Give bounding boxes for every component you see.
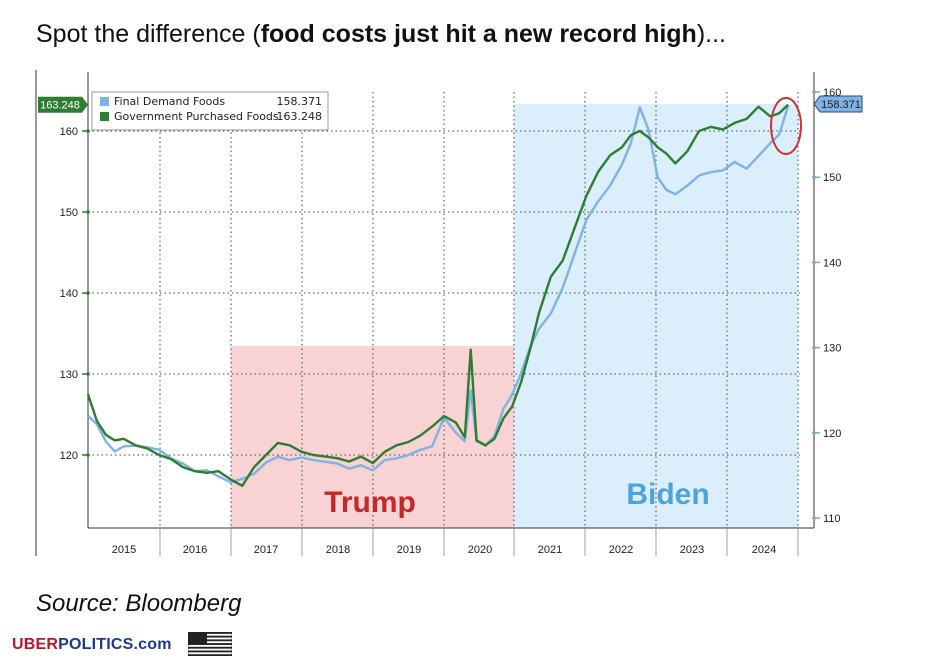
x-tick-label: 2016: [183, 544, 207, 556]
us-flag-icon: [188, 632, 232, 656]
x-tick-label: 2017: [254, 544, 278, 556]
legend-box: [91, 91, 329, 131]
legend-name: Final Demand Foods: [114, 95, 225, 108]
brand-logo[interactable]: UBERPOLITICS.com: [12, 636, 172, 654]
left-tick-label: 120: [60, 450, 78, 462]
era-label-biden: Biden: [626, 478, 709, 511]
left-tick-label: 140: [60, 288, 78, 300]
legend-swatch: [100, 112, 109, 121]
era-labels: Trump Biden: [324, 97, 802, 519]
right-tick-label: 150: [823, 172, 841, 184]
left-tick-dot: [86, 372, 90, 376]
x-tick-label: 2020: [468, 544, 492, 556]
right-value-badge: [813, 95, 863, 113]
right-tick-dot: [812, 431, 816, 435]
right-tick-dot: [812, 516, 816, 520]
left-tick-dot: [86, 291, 90, 295]
headline-suffix: )...: [696, 20, 727, 48]
legend-name: Government Purchased Foods: [114, 110, 279, 123]
x-tick-label: 2022: [609, 544, 633, 556]
right-tick-dot: [812, 260, 816, 265]
source-caption: Source: Bloomberg: [36, 590, 242, 617]
x-tick-label: 2024: [752, 544, 776, 556]
right-tick-dot: [812, 175, 816, 179]
legend: Final Demand Foods 158.371 Government Purc…: [91, 91, 329, 131]
right-tick-dot: [812, 90, 816, 94]
brand-blue-text: POLITICS.com: [58, 636, 172, 653]
right-tick-label: 120: [823, 428, 841, 440]
headline-prefix: Spot the difference (: [36, 20, 261, 48]
left-tick-dot: [86, 453, 90, 457]
value-badges: 163.248 158.371: [38, 95, 863, 113]
left-tick-label: 150: [60, 207, 78, 219]
headline: Spot the difference (food costs just hit…: [36, 20, 726, 49]
legend-value: 158.371: [277, 95, 323, 108]
x-tick-label: 2019: [397, 544, 421, 556]
series-line-final-demand: [87, 105, 790, 484]
left-value-badge: [38, 96, 88, 113]
x-tick-label: 2021: [538, 544, 562, 556]
callout-circle: [770, 97, 802, 155]
legend-swatch: [100, 97, 109, 106]
x-tick-label: 2023: [680, 544, 704, 556]
series-line-government-purchased: [86, 103, 789, 487]
era-label-trump: Trump: [324, 486, 416, 519]
x-tick-label: 2018: [326, 544, 350, 556]
right-tick-label: 110: [823, 513, 841, 525]
legend-value: 163.248: [277, 110, 323, 123]
left-tick-dot: [86, 210, 90, 214]
left-tick-label: 160: [60, 126, 78, 138]
right-tick-label: 130: [823, 343, 841, 355]
right-tick-dot: [812, 345, 816, 350]
right-value-badge-text: 158.371: [821, 99, 861, 111]
brand-red-text: UBER: [12, 636, 59, 653]
right-tick-label: 140: [823, 257, 841, 269]
era-bands: [231, 104, 798, 528]
left-tick-label: 130: [60, 369, 78, 381]
left-tick-dot: [86, 129, 90, 133]
left-value-badge-text: 163.248: [40, 100, 80, 112]
headline-bold: food costs just hit a new record high: [260, 20, 697, 48]
series-lines: [86, 103, 790, 487]
x-tick-label: 2015: [112, 544, 136, 556]
